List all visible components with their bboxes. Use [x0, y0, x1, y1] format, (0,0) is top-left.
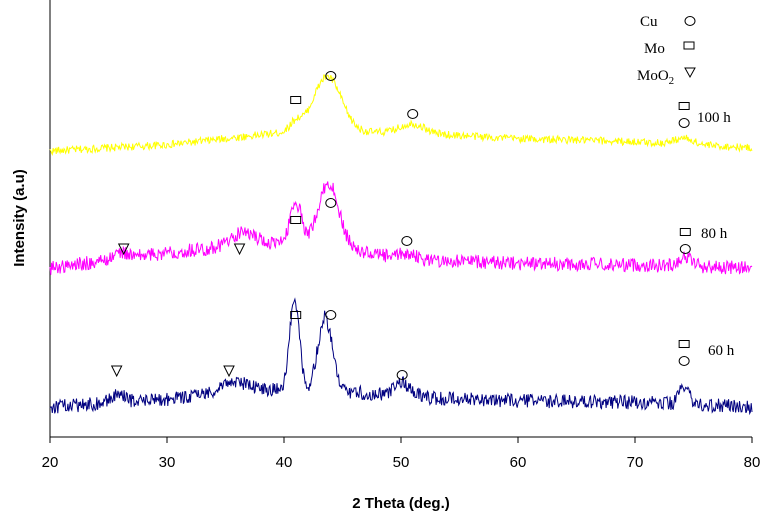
legend-label-cu: Cu [640, 14, 658, 30]
cu-circle-marker [678, 118, 690, 128]
legend-circle-icon [684, 16, 696, 26]
legend-item-mo: Mo [644, 41, 695, 57]
cu-circle-marker [396, 370, 408, 380]
series-line-80h [49, 181, 753, 275]
series-label-60h: 60 h [708, 343, 735, 359]
x-axis-title: 2 Theta (deg.) [352, 495, 450, 512]
moo2-triangle-marker [223, 365, 235, 378]
legend-item-cu: Cu [640, 14, 696, 30]
x-tick-label: 30 [159, 454, 176, 471]
mo-square-marker [290, 216, 302, 224]
x-tick-label: 20 [42, 454, 59, 471]
mo-square-marker [290, 96, 302, 104]
x-tick-label: 80 [744, 454, 761, 471]
legend-square-icon [683, 41, 695, 50]
series-line-60h [49, 297, 753, 416]
cu-circle-marker [325, 71, 337, 81]
cu-circle-marker [325, 198, 337, 208]
x-ticks: 20 30 40 50 60 70 80 [42, 437, 761, 471]
mo-square-marker [678, 102, 690, 110]
legend-label-moo2: MoO2 [637, 68, 674, 87]
x-tick-label: 40 [276, 454, 293, 471]
legend: Cu Mo MoO2 [637, 14, 696, 87]
moo2-triangle-marker [117, 243, 130, 256]
cu-circle-marker [401, 236, 413, 246]
cu-circle-marker [678, 356, 690, 366]
cu-circle-marker [407, 109, 419, 119]
legend-triangle-down-icon [684, 67, 696, 79]
x-tick-label: 60 [510, 454, 527, 471]
series-line-100h [49, 74, 753, 157]
legend-label-mo: Mo [644, 41, 665, 57]
legend-label-moo2-main: MoO [637, 68, 669, 84]
series-layer [49, 74, 753, 416]
x-tick-label: 50 [393, 454, 410, 471]
series-label-100h: 100 h [697, 110, 731, 126]
phase-markers [110, 71, 691, 380]
legend-item-moo2: MoO2 [637, 67, 696, 87]
mo-square-marker [290, 311, 302, 319]
plot-area: 20 30 40 50 60 70 80 100 h 80 h 60 h [42, 0, 761, 471]
x-tick-label: 70 [627, 454, 644, 471]
cu-circle-marker [325, 310, 337, 320]
series-label-80h: 80 h [701, 226, 728, 242]
moo2-triangle-marker [233, 243, 246, 256]
mo-square-marker [679, 228, 691, 236]
legend-label-moo2-subscript: 2 [669, 75, 675, 87]
cu-circle-marker [679, 244, 691, 254]
mo-square-marker [678, 340, 690, 348]
moo2-triangle-marker [110, 365, 123, 378]
series-labels: 100 h 80 h 60 h [697, 110, 735, 359]
y-axis-title: Intensity (a.u) [11, 169, 28, 267]
